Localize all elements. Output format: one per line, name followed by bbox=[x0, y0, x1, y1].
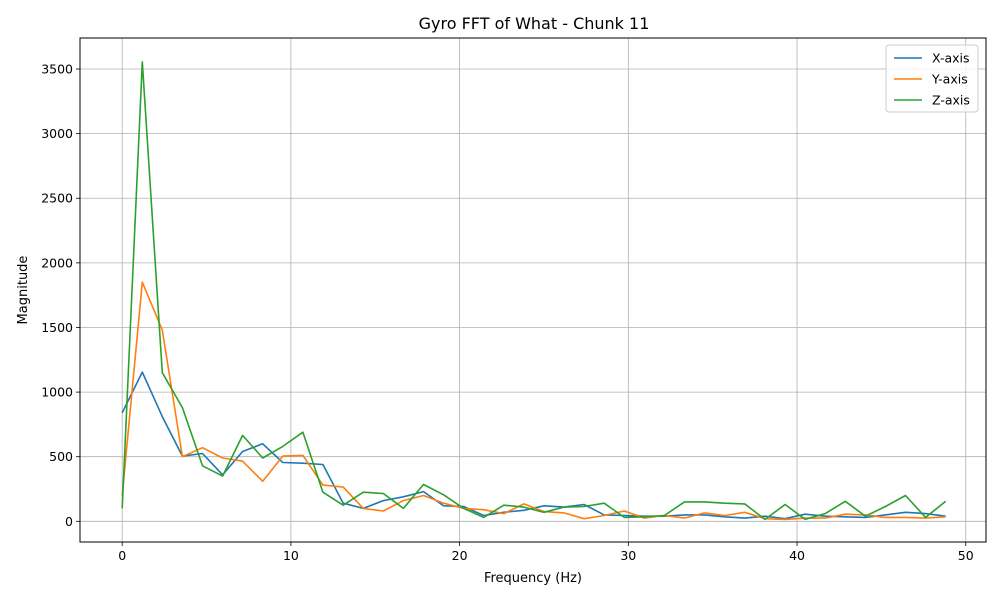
x-tick-label: 0 bbox=[118, 548, 126, 563]
chart-title: Gyro FFT of What - Chunk 11 bbox=[419, 14, 650, 33]
y-axis-ticks: 0 500 1000 1500 2000 2500 3000 3500 bbox=[41, 62, 80, 529]
series-line-z-axis bbox=[121, 61, 947, 521]
x-tick-label: 10 bbox=[283, 548, 299, 563]
y-tick-label: 2000 bbox=[41, 255, 73, 270]
legend: X-axis Y-axis Z-axis bbox=[885, 44, 979, 113]
grid bbox=[80, 38, 986, 542]
y-tick-label: 2500 bbox=[41, 191, 73, 206]
y-tick-label: 500 bbox=[49, 449, 73, 464]
series-lines bbox=[121, 61, 947, 521]
series-line-x-axis bbox=[121, 371, 946, 520]
y-tick-label: 3500 bbox=[41, 62, 73, 77]
legend-box bbox=[885, 44, 979, 113]
x-axis-label: Frequency (Hz) bbox=[484, 571, 582, 586]
x-tick-label: 20 bbox=[452, 548, 468, 563]
plot-frame bbox=[79, 37, 987, 543]
legend-label-y-axis: Y-axis bbox=[931, 72, 968, 87]
y-axis-label: Magnitude bbox=[16, 256, 31, 325]
x-tick-label: 40 bbox=[789, 548, 805, 563]
y-tick-label: 0 bbox=[65, 514, 73, 529]
y-tick-label: 3000 bbox=[41, 126, 73, 141]
legend-label-z-axis: Z-axis bbox=[932, 93, 970, 108]
x-tick-label: 50 bbox=[958, 548, 974, 563]
y-tick-label: 1500 bbox=[41, 320, 73, 335]
x-axis-ticks: 0 10 20 30 40 50 bbox=[118, 542, 974, 563]
series-line-y-axis bbox=[121, 281, 946, 521]
legend-label-x-axis: X-axis bbox=[932, 51, 970, 66]
y-tick-label: 1000 bbox=[41, 385, 73, 400]
x-tick-label: 30 bbox=[620, 548, 636, 563]
